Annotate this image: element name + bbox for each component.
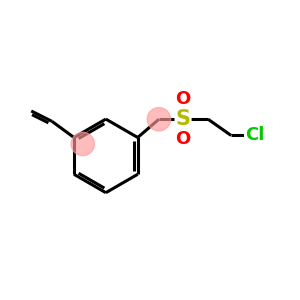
Circle shape bbox=[147, 108, 171, 131]
Text: O: O bbox=[176, 90, 191, 108]
Circle shape bbox=[71, 132, 94, 156]
Text: O: O bbox=[176, 130, 191, 148]
Text: Cl: Cl bbox=[245, 126, 264, 144]
Text: S: S bbox=[176, 109, 190, 129]
